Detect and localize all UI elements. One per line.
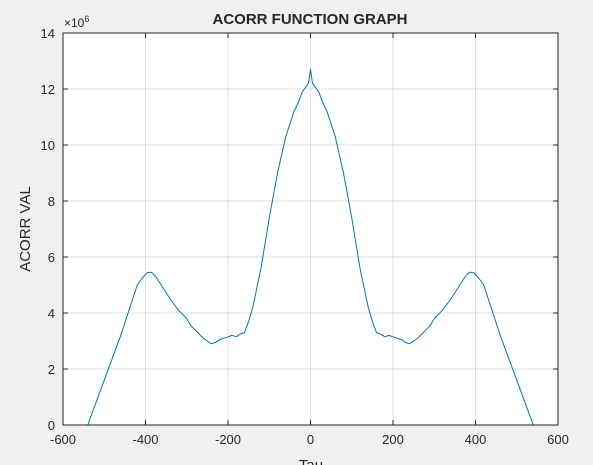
y-tick-label: 6 [48,250,55,265]
x-tick-label: -200 [215,432,241,447]
x-tick-label: -400 [132,432,158,447]
y-tick-label: 10 [41,138,55,153]
y-axis-exponent: ×106 [64,14,89,30]
y-tick-label: 2 [48,362,55,377]
x-tick-label: 600 [547,432,569,447]
y-tick-label: 4 [48,306,55,321]
x-tick-label: -600 [50,432,76,447]
series-layer [87,68,534,426]
x-tick-label: 400 [465,432,487,447]
y-tick-label: 0 [48,418,55,433]
y-axis-label: ACORR VAL [17,186,34,272]
x-tick-label: 0 [307,432,314,447]
series-line [87,68,534,426]
chart-title: ACORR FUNCTION GRAPH [213,11,408,28]
x-axis-label: Tau [299,457,323,465]
y-tick-label: 8 [48,194,55,209]
y-tick-label: 12 [41,82,55,97]
x-tick-label: 200 [382,432,404,447]
y-tick-label: 14 [41,26,55,41]
axis-ticks: -600 -400 -200 0 200 400 600 0 2 4 6 8 10 12 14 [41,26,569,447]
